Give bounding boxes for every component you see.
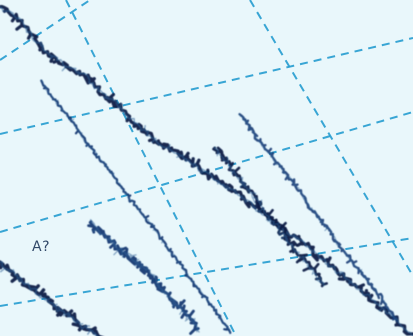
series-line: [212, 146, 328, 288]
series-line-shadow: [0, 261, 99, 336]
series-line-shadow: [40, 80, 232, 334]
series-layer: [0, 5, 413, 336]
series-line-shadow: [238, 113, 399, 321]
grid-line: [0, 0, 91, 61]
grid-line: [65, 0, 237, 336]
series-line-shadow: [0, 6, 413, 336]
label-layer: A?: [32, 239, 50, 255]
series-line-shadow: [213, 147, 326, 287]
grid-line: [249, 0, 413, 277]
annotation-label: A?: [32, 239, 50, 255]
series-line-shadow: [89, 219, 200, 333]
